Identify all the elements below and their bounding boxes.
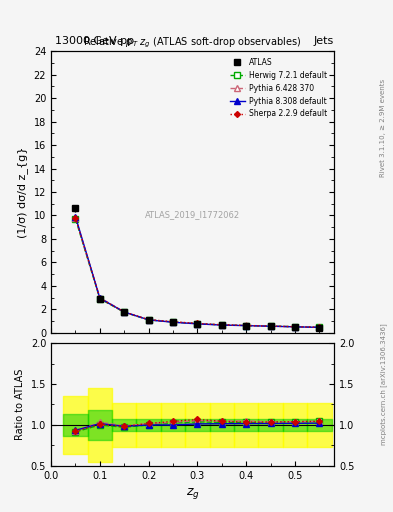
Pythia 8.308 default <box>97 295 102 301</box>
Sherpa 2.2.9 default <box>317 324 322 330</box>
Pythia 6.428 370 <box>195 321 200 327</box>
Pythia 6.428 370 <box>268 323 273 329</box>
Text: mcplots.cern.ch [arXiv:1306.3436]: mcplots.cern.ch [arXiv:1306.3436] <box>380 323 387 445</box>
Pythia 8.308 default <box>171 319 175 325</box>
Legend: ATLAS, Herwig 7.2.1 default, Pythia 6.428 370, Pythia 8.308 default, Sherpa 2.2.: ATLAS, Herwig 7.2.1 default, Pythia 6.42… <box>227 55 330 121</box>
Sherpa 2.2.9 default <box>146 316 151 323</box>
Herwig 7.2.1 default <box>146 317 151 323</box>
Pythia 8.308 default <box>293 324 298 330</box>
Sherpa 2.2.9 default <box>171 318 175 325</box>
Sherpa 2.2.9 default <box>122 309 127 315</box>
Pythia 6.428 370 <box>73 215 78 221</box>
Y-axis label: (1/σ) dσ/d z_{g}: (1/σ) dσ/d z_{g} <box>17 146 28 238</box>
Herwig 7.2.1 default <box>244 323 249 329</box>
Sherpa 2.2.9 default <box>293 324 298 330</box>
Pythia 8.308 default <box>268 323 273 329</box>
Pythia 8.308 default <box>195 321 200 327</box>
Text: Jets: Jets <box>314 35 334 46</box>
Herwig 7.2.1 default <box>122 309 127 315</box>
Sherpa 2.2.9 default <box>219 322 224 328</box>
Sherpa 2.2.9 default <box>268 323 273 329</box>
Sherpa 2.2.9 default <box>195 321 200 327</box>
X-axis label: $z_g$: $z_g$ <box>185 486 200 501</box>
Herwig 7.2.1 default <box>73 216 78 222</box>
Herwig 7.2.1 default <box>171 319 175 325</box>
Pythia 6.428 370 <box>122 309 127 315</box>
Pythia 8.308 default <box>122 309 127 315</box>
Title: Relative $p_T$ $z_g$ (ATLAS soft-drop observables): Relative $p_T$ $z_g$ (ATLAS soft-drop ob… <box>83 36 302 51</box>
Pythia 6.428 370 <box>97 294 102 301</box>
Herwig 7.2.1 default <box>195 321 200 327</box>
Text: 13000 GeV pp: 13000 GeV pp <box>55 35 134 46</box>
Pythia 6.428 370 <box>171 319 175 325</box>
Pythia 6.428 370 <box>146 316 151 323</box>
Pythia 8.308 default <box>219 322 224 328</box>
Y-axis label: Ratio to ATLAS: Ratio to ATLAS <box>15 369 25 440</box>
Pythia 6.428 370 <box>244 323 249 329</box>
Line: Pythia 6.428 370: Pythia 6.428 370 <box>73 215 322 330</box>
Herwig 7.2.1 default <box>97 296 102 302</box>
Herwig 7.2.1 default <box>219 322 224 328</box>
Herwig 7.2.1 default <box>317 324 322 330</box>
Line: Sherpa 2.2.9 default: Sherpa 2.2.9 default <box>73 216 321 329</box>
Sherpa 2.2.9 default <box>97 295 102 302</box>
Sherpa 2.2.9 default <box>244 323 249 329</box>
Sherpa 2.2.9 default <box>73 215 78 221</box>
Text: Rivet 3.1.10, ≥ 2.9M events: Rivet 3.1.10, ≥ 2.9M events <box>380 79 386 177</box>
Pythia 8.308 default <box>73 214 78 220</box>
Herwig 7.2.1 default <box>293 324 298 330</box>
Pythia 6.428 370 <box>317 324 322 330</box>
Line: Pythia 8.308 default: Pythia 8.308 default <box>73 214 322 330</box>
Pythia 8.308 default <box>317 324 322 330</box>
Pythia 6.428 370 <box>219 322 224 328</box>
Pythia 6.428 370 <box>293 324 298 330</box>
Pythia 8.308 default <box>244 323 249 329</box>
Herwig 7.2.1 default <box>268 323 273 329</box>
Pythia 8.308 default <box>146 317 151 323</box>
Line: Herwig 7.2.1 default: Herwig 7.2.1 default <box>73 216 322 330</box>
Text: ATLAS_2019_I1772062: ATLAS_2019_I1772062 <box>145 210 240 219</box>
